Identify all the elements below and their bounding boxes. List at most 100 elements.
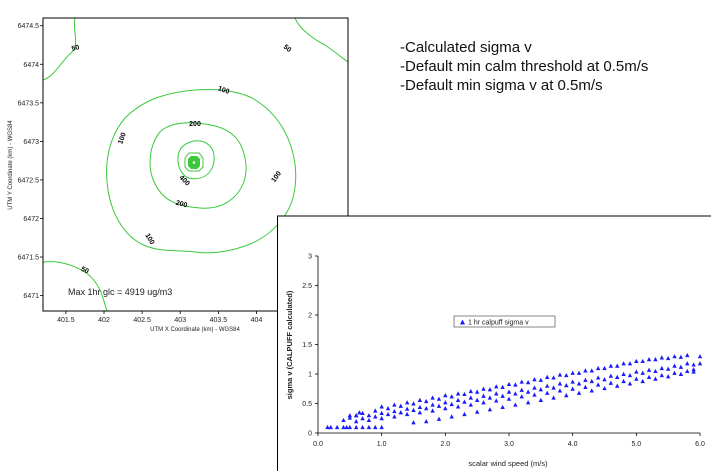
scatter-point [449,401,454,407]
scatter-point [532,392,537,397]
scatter-point [697,361,703,366]
contour-line-200 [149,122,247,209]
scatter-point [417,397,423,402]
scatter-point [341,417,346,423]
scatter-point [653,376,658,381]
scatter-point [659,365,664,371]
note-calculated-sigma: -Calculated sigma v [400,39,532,56]
scatter-x-tick-label: 4.0 [568,441,578,448]
scatter-point [665,374,671,379]
scatter-point [672,354,677,359]
scatter-point [354,424,359,430]
scatter-point [354,419,359,424]
scatter-point [532,385,537,390]
scatter-point [627,372,633,378]
scatter-point [678,371,684,376]
scatter-point [589,368,594,373]
scatter-point [494,384,499,389]
scatter-point [691,369,696,374]
scatter-point [373,414,378,419]
contour-label-100-bottom-left: 100 [143,232,155,246]
scatter-point [474,409,480,414]
contour-map-x-axis-title: UTM X Coordinate (km) - WGS84 [150,327,240,333]
scatter-point [513,402,518,407]
scatter-point [455,404,461,409]
contour-map-x-tick-label: 402.5 [133,317,151,324]
source-peak-marker [184,152,204,172]
scatter-point [608,380,614,385]
scatter-point [373,408,378,413]
scatter-point [398,410,403,415]
scatter-point [392,408,397,414]
scatter-point [525,380,531,385]
scatter-point [500,404,505,410]
scatter-point [659,355,664,360]
scatter-point [494,398,499,403]
scatter-point [354,413,359,418]
scatter-points [325,352,703,430]
scatter-point [665,366,671,371]
scatter-point [564,383,569,388]
scatter-point [538,377,544,382]
scatter-point [341,424,346,430]
scatter-point [672,363,677,368]
contour-map-x-tick-label: 403 [174,317,186,324]
contour-map-x-tick-label: 402 [98,317,110,324]
scatter-point [360,416,365,421]
scatter-point [443,400,448,405]
scatter-point [360,424,365,430]
scatter-point [589,388,594,393]
scatter-point [417,410,423,415]
scatter-x-tick-label: 1.0 [377,441,387,448]
scatter-point [373,424,378,430]
contour-label-50-top-right: 50 [282,44,293,54]
contour-label-100-left: 100 [117,132,128,145]
scatter-point [506,381,512,387]
scatter-point [595,382,601,387]
contour-label-100-top: 100 [217,85,230,96]
scatter-point [468,395,473,400]
scatter-point [404,400,410,405]
scatter-y-tick-label: 1.5 [302,342,312,349]
scatter-y-tick-label: 2.5 [302,283,312,290]
scatter-point [685,361,690,366]
scatter-point [487,407,493,412]
scatter-point [366,417,372,423]
scatter-point [646,357,652,362]
contour-line-400 [177,140,215,180]
scatter-point [551,375,556,380]
scatter-point [697,354,703,359]
scatter-point [357,410,362,415]
scatter-y-tick-label: 3 [308,254,312,261]
scatter-x-tick-label: 2.0 [440,441,450,448]
scatter-point [583,384,588,389]
scatter-y-tick-label: 2 [308,313,312,320]
scatter-point [455,397,461,402]
scatter-point [685,368,690,374]
scatter-point [379,416,384,421]
scatter-point [347,424,353,430]
contour-map-y-tick-label: 6474 [23,62,39,69]
scatter-point [691,367,696,372]
scatter-point [678,364,684,369]
scatter-point [468,402,473,407]
scatter-x-tick-label: 3.0 [504,441,514,448]
scatter-point [583,377,588,382]
scatter-point [481,393,486,398]
scatter-point [411,401,416,406]
contour-map-y-tick-label: 6473.5 [18,100,40,107]
scatter-point [436,416,442,421]
scatter-point [691,362,696,367]
contour-line-100-outer [106,89,297,254]
scatter-point [525,389,531,394]
scatter-point [608,373,614,378]
scatter-point [436,396,442,401]
contour-label-200-top: 200 [189,121,201,128]
scatter-point [659,372,664,378]
scatter-y-tick-label: 0.5 [302,401,312,408]
scatter-point [545,383,550,388]
scatter-point [602,365,607,371]
scatter-point [653,357,658,362]
contour-map-x-tick-label: 404 [251,317,263,324]
scatter-point [462,391,467,397]
